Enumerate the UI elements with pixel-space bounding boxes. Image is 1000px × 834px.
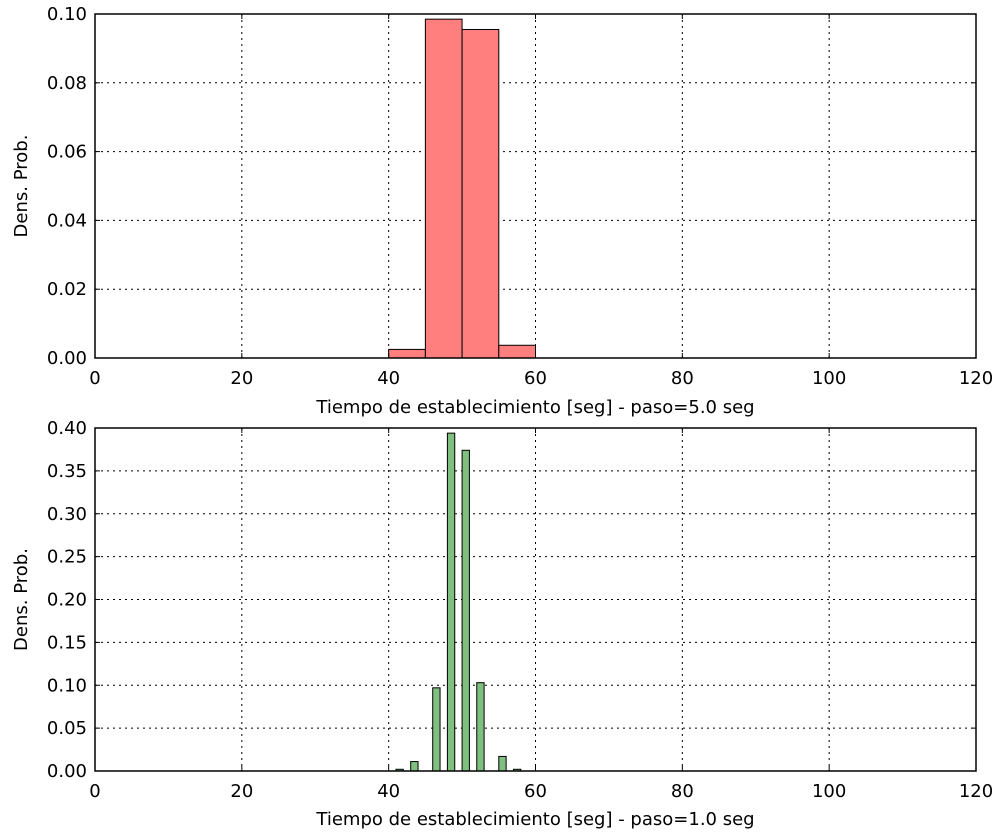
y-tick-label: 0.10 [47,675,87,696]
histogram-bar [476,682,485,772]
y-tick-label: 0.08 [47,73,87,94]
x-tick-label: 100 [812,781,846,802]
x-tick-label: 60 [524,781,547,802]
y-tick-label: 0.40 [47,418,87,439]
x-tick-label: 0 [89,368,100,389]
x-tick-label: 20 [230,368,253,389]
y-tick-label: 0.00 [47,348,87,369]
plot-area [95,428,976,771]
y-axis-label: Dens. Prob. [11,548,32,651]
y-tick-label: 0.04 [47,210,87,231]
x-tick-label: 80 [671,781,694,802]
histogram-bar [461,28,500,359]
histogram-bar [498,755,507,772]
x-tick-label: 0 [89,781,100,802]
histogram-bar [424,18,463,359]
x-tick-label: 40 [377,368,400,389]
x-tick-label: 40 [377,781,400,802]
x-tick-label: 20 [230,781,253,802]
chart-top-histogram: 0 20 40 60 80 100 120 0.00 0.02 0.04 0.06 0.08 0.10 T… [11,4,993,418]
x-tick-label: 120 [959,368,993,389]
y-tick-label: 0.15 [47,632,87,653]
histogram-bar [432,687,441,772]
plot-area [95,14,976,358]
histogram-bar [461,449,470,772]
x-tick-label: 80 [671,368,694,389]
y-tick-label: 0.30 [47,504,87,525]
y-tick-label: 0.35 [47,461,87,482]
x-tick-label: 100 [812,368,846,389]
histogram-bar [410,761,419,772]
x-axis-label: Tiempo de establecimiento [seg] - paso=5… [315,397,754,418]
y-tick-label: 0.05 [47,718,87,739]
x-tick-label: 60 [524,368,547,389]
y-tick-label: 0.25 [47,547,87,568]
y-axis-label: Dens. Prob. [11,135,32,238]
chart-bottom-histogram: 0 20 40 60 80 100 120 0.00 0.05 0.10 0.15 0.20 0.25 0… [11,418,993,830]
histogram-bar [498,344,536,359]
y-tick-label: 0.06 [47,142,87,163]
histogram-bar [388,348,426,359]
y-tick-label: 0.20 [47,590,87,611]
y-tick-label: 0.02 [47,279,87,300]
x-axis-label: Tiempo de establecimiento [seg] - paso=1… [315,809,754,830]
histogram-bar [446,432,456,772]
x-tick-label: 120 [959,781,993,802]
y-tick-label: 0.10 [47,4,87,25]
y-tick-label: 0.00 [47,761,87,782]
